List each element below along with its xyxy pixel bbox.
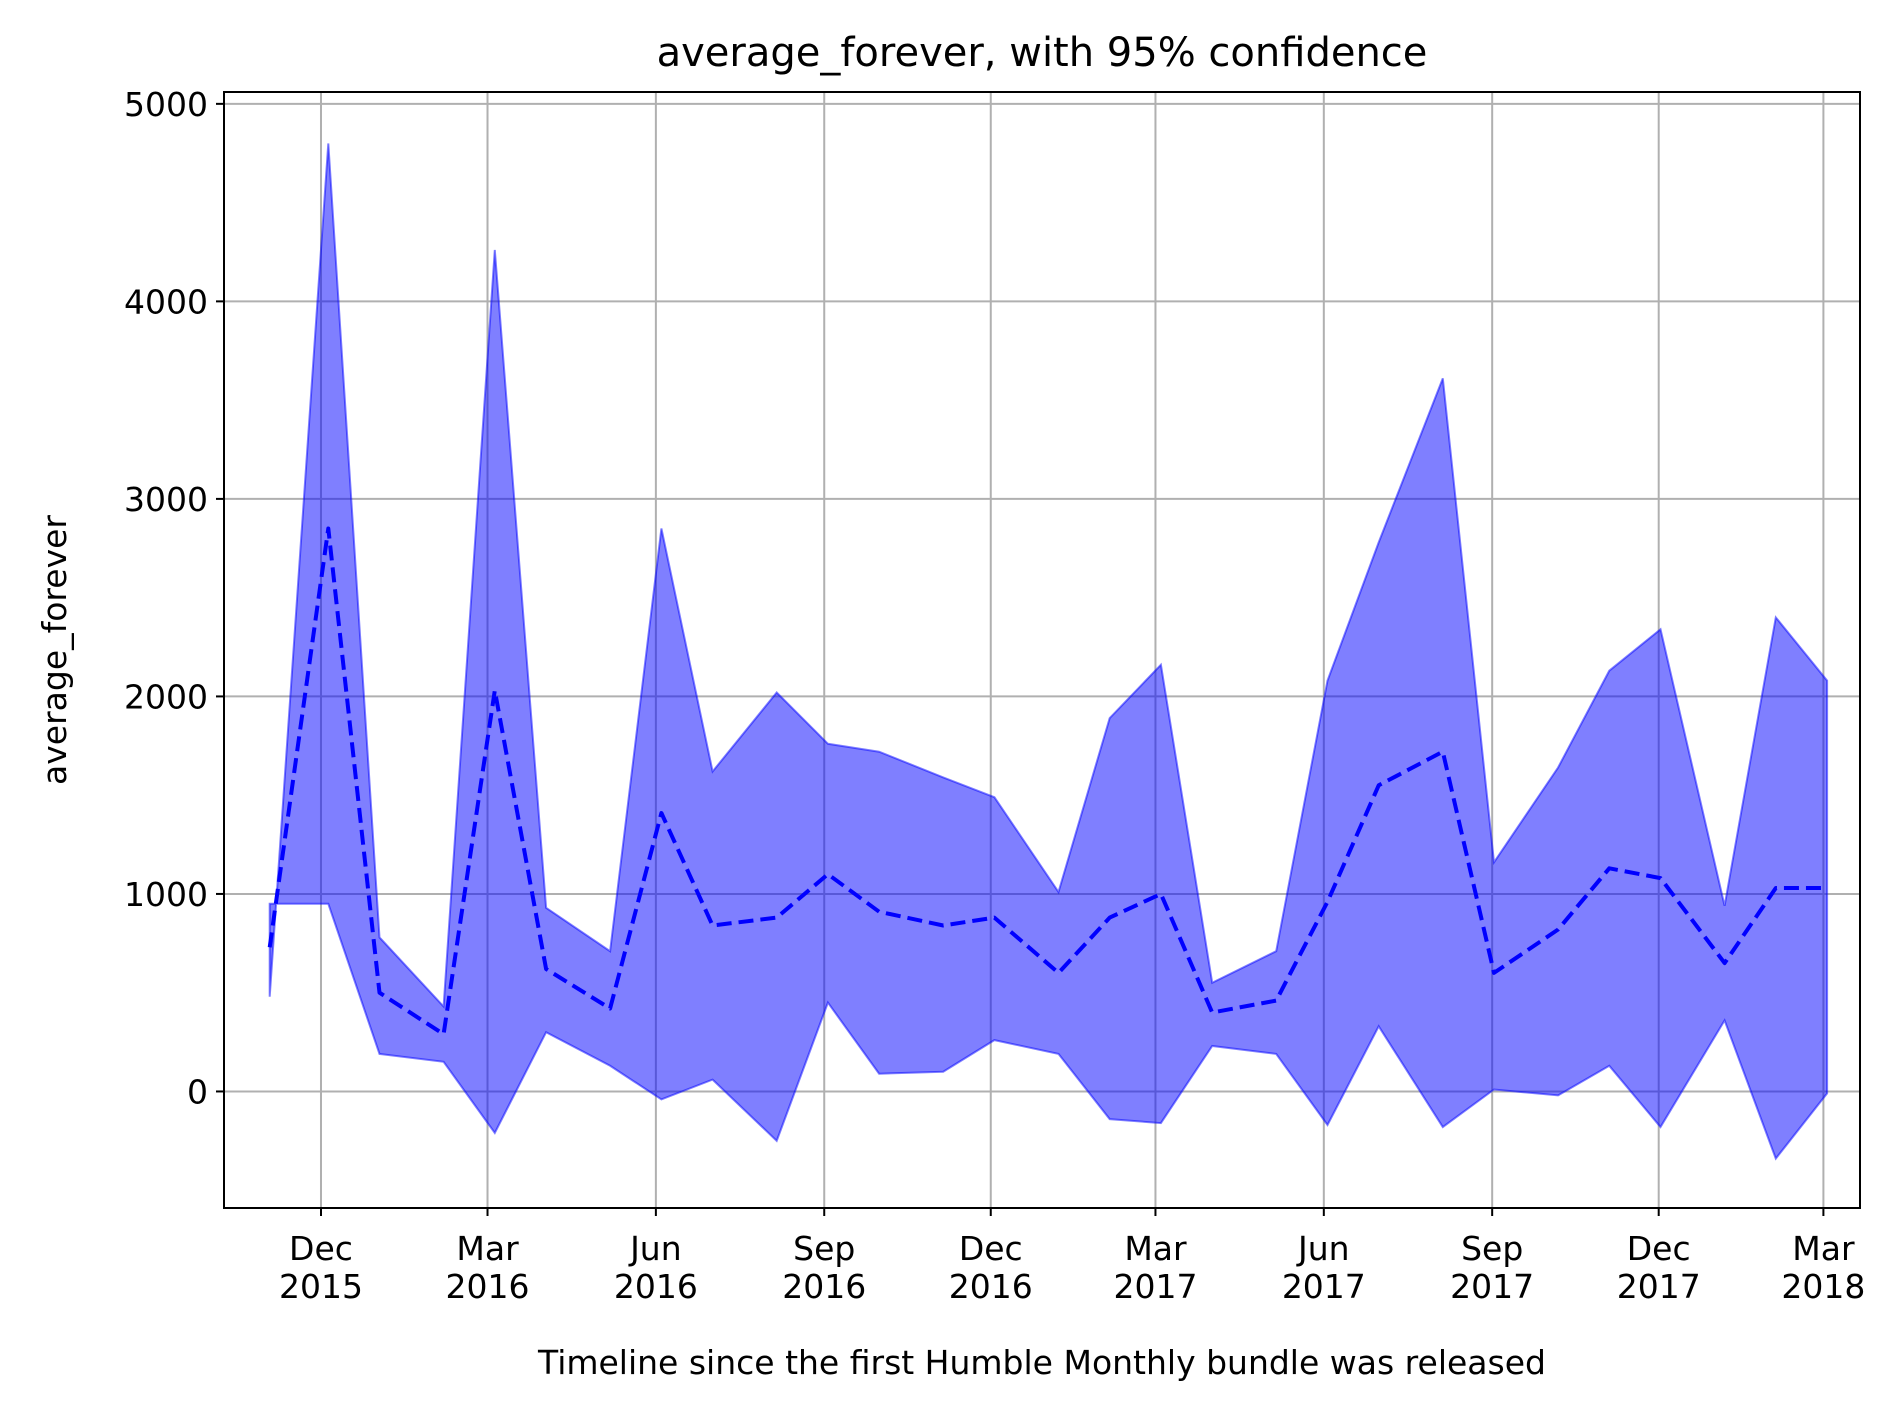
y-tick-label: 3000 — [124, 480, 208, 519]
x-tick-label: Sep 2017 — [1450, 1229, 1534, 1306]
x-tick-label: Dec 2017 — [1617, 1229, 1701, 1306]
x-tick-label-line: Sep — [793, 1229, 855, 1268]
y-tick-label: 4000 — [124, 282, 208, 321]
x-tick-label-line: 2016 — [949, 1267, 1033, 1306]
x-tick-label: Jun 2017 — [1282, 1229, 1366, 1306]
x-tick-label-line: 2017 — [1450, 1267, 1534, 1306]
y-axis: 0 1000 2000 3000 4000 5000 — [124, 85, 224, 1111]
chart-title: average_forever, with 95% confidence — [657, 30, 1428, 76]
x-tick-label: Mar 2017 — [1113, 1229, 1197, 1306]
x-tick-label-line: 2018 — [1781, 1267, 1865, 1306]
x-tick-label-line: Dec — [959, 1229, 1023, 1268]
x-tick-label-line: Sep — [1461, 1229, 1523, 1268]
y-tick-label: 5000 — [124, 85, 208, 124]
x-tick-label-line: Dec — [1627, 1229, 1691, 1268]
y-tick-label: 2000 — [124, 677, 208, 716]
x-tick-label-line: Jun — [628, 1229, 682, 1268]
x-tick-label-line: Mar — [456, 1229, 519, 1268]
x-tick-label-line: Mar — [1792, 1229, 1855, 1268]
plot-frame — [223, 91, 1861, 1209]
x-tick-label-line: 2017 — [1617, 1267, 1701, 1306]
x-tick-label-line: 2016 — [446, 1267, 530, 1306]
x-tick-label-line: Jun — [1296, 1229, 1350, 1268]
confidence-band — [268, 143, 1829, 1161]
x-tick-label-line: 2016 — [614, 1267, 698, 1306]
mean-line-layer — [267, 526, 1828, 1037]
x-tick-label-line: Dec — [289, 1229, 353, 1268]
y-tick-label: 1000 — [124, 875, 208, 914]
x-tick-label-line: 2015 — [279, 1267, 363, 1306]
x-tick-label: Jun 2016 — [614, 1229, 698, 1306]
x-tick-label-line: 2016 — [782, 1267, 866, 1306]
x-tick-label-line: 2017 — [1282, 1267, 1366, 1306]
y-tick-label: 0 — [187, 1072, 208, 1111]
x-tick-label: Mar 2016 — [446, 1229, 530, 1306]
mean-line — [267, 526, 1828, 1037]
confidence-band-area — [268, 143, 1829, 1161]
y-axis-label: average_forever — [35, 515, 74, 785]
x-tick-label-line: 2017 — [1113, 1267, 1197, 1306]
x-tick-label: Dec 2016 — [949, 1229, 1033, 1306]
x-axis-label: Timeline since the first Humble Monthly … — [537, 1343, 1546, 1382]
x-tick-label-line: Mar — [1124, 1229, 1187, 1268]
x-tick-label: Mar 2018 — [1781, 1229, 1865, 1306]
x-tick-label: Dec 2015 — [279, 1229, 363, 1306]
x-tick-label: Sep 2016 — [782, 1229, 866, 1306]
